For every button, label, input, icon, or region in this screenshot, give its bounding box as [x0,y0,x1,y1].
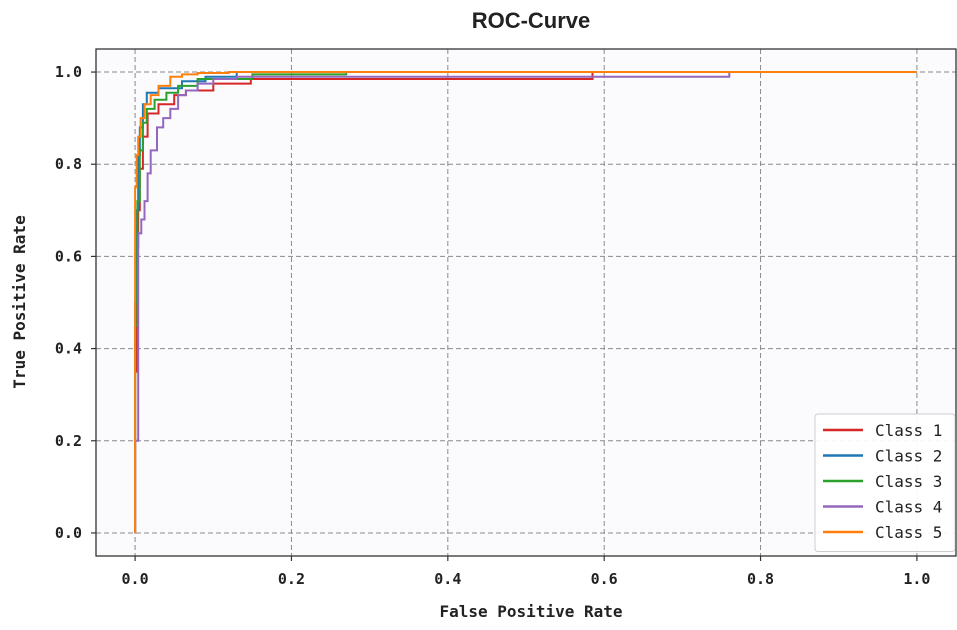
y-tick-label: 1.0 [55,63,82,81]
legend-label-class-4: Class 4 [875,498,942,517]
plot-frame [95,48,957,557]
plot-background [96,49,956,556]
y-tick-label: 0.2 [55,432,82,450]
x-tick-label: 0.0 [122,570,149,588]
y-tick-label: 0.4 [55,340,82,358]
chart-title: ROC-Curve [472,8,591,33]
x-axis-label: False Positive Rate [439,602,622,621]
y-axis-label: True Positive Rate [10,215,29,388]
legend-box [814,413,956,552]
x-tick-label: 0.2 [278,570,305,588]
legend-label-class-2: Class 2 [875,447,942,466]
series-line-class-5 [134,71,917,533]
series-layer [134,71,917,533]
legend-label-class-1: Class 1 [875,421,942,440]
tick-layer: 0.0 0.2 0.4 0.6 0.8 1.0 0.0 0.2 0.4 0.6 0.8 1.0 [55,63,931,588]
x-tick-label: 1.0 [903,570,930,588]
series-line-class-4 [134,71,917,533]
x-tick-label: 0.6 [591,570,618,588]
x-tick-label: 0.4 [434,570,461,588]
y-tick-label: 0.6 [55,247,82,265]
legend: Class 1 Class 2 Class 3 Class 4 Class 5 [814,413,956,552]
x-tick-label: 0.8 [747,570,774,588]
y-tick-label: 0.8 [55,155,82,173]
y-tick-label: 0.0 [55,524,82,542]
legend-label-class-5: Class 5 [875,523,942,542]
legend-label-class-3: Class 3 [875,472,942,491]
